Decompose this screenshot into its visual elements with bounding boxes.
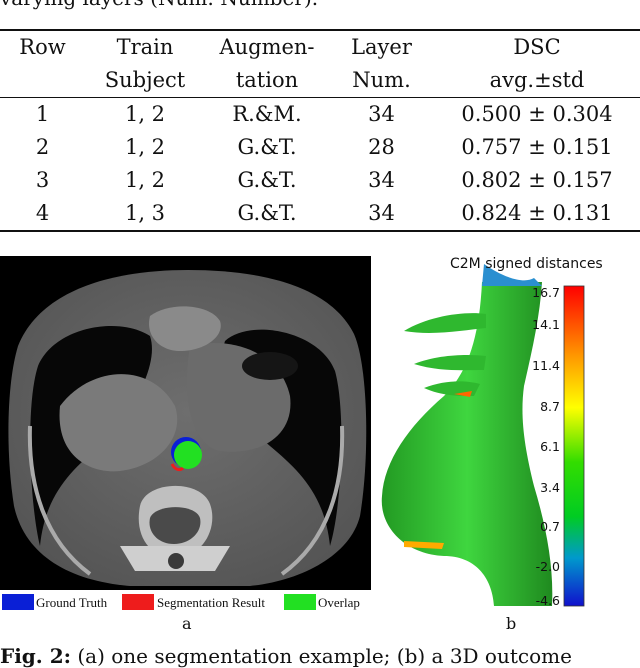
tick-label: -4.6 <box>535 593 560 608</box>
table-row: 4 1, 3 G.&T. 34 0.824 ± 0.131 <box>0 197 640 232</box>
segmentation-legend: Ground Truth Segmentation Result Overlap <box>0 593 371 613</box>
cell: 1, 2 <box>124 135 166 159</box>
cell: G.&T. <box>237 135 297 159</box>
header-row-sub <box>0 64 85 98</box>
cell: 1 <box>35 102 50 126</box>
header-row: Row <box>0 29 85 64</box>
header-dsc: DSC <box>434 29 640 64</box>
header-num: Num. <box>329 64 434 98</box>
cell: 0.500 ± 0.304 <box>461 102 613 126</box>
legend-swatch-ground-truth <box>2 594 34 610</box>
colorbar-title: C2M signed distances <box>450 256 603 272</box>
cell: 0.757 ± 0.151 <box>461 135 613 159</box>
ct-segmentation-image <box>0 256 371 590</box>
table-row: 2 1, 2 G.&T. 28 0.757 ± 0.151 <box>0 131 640 164</box>
aorta-3d-graphic <box>381 264 585 607</box>
header-train: Train <box>85 29 205 64</box>
results-table: Row Train Augmen- Layer DSC Subject tati… <box>0 29 640 232</box>
header-subject: Subject <box>85 64 205 98</box>
cell: 0.802 ± 0.157 <box>461 168 613 192</box>
figure-a-label: a <box>182 614 192 633</box>
header-augmentation: Augmen- <box>205 29 329 64</box>
tick-label: -2.0 <box>535 559 560 574</box>
legend-swatch-overlap <box>284 594 316 610</box>
header-tation: tation <box>205 64 329 98</box>
legend-label-overlap: Overlap <box>318 595 360 610</box>
caption-fig-number: Fig. 2: <box>0 644 72 668</box>
cell: 34 <box>329 197 434 232</box>
cell: 0.824 ± 0.131 <box>434 197 640 232</box>
cell: 3 <box>35 168 50 192</box>
figure-b-label: b <box>506 614 517 633</box>
cell: G.&T. <box>205 197 329 232</box>
tick-label: 8.7 <box>540 399 560 414</box>
legend-label-segmentation: Segmentation Result <box>157 595 265 610</box>
legend-label-ground-truth: Ground Truth <box>36 595 108 610</box>
c2m-distance-figure: C2M signed distances 16.7 14.1 11.4 8.7 … <box>374 256 640 614</box>
cell: 2 <box>35 135 50 159</box>
cell: 1, 3 <box>85 197 205 232</box>
ct-slice-graphic <box>0 256 371 590</box>
figure-caption: Fig. 2: (a) one segmentation example; (b… <box>0 644 572 668</box>
tick-label: 6.1 <box>540 439 560 454</box>
cell: 28 <box>368 135 395 159</box>
table-row: 3 1, 2 G.&T. 34 0.802 ± 0.157 <box>0 164 640 197</box>
cell: 34 <box>368 102 395 126</box>
table-row: 1 1, 2 R.&M. 34 0.500 ± 0.304 <box>0 98 640 132</box>
cell: 4 <box>0 197 85 232</box>
caption-text: (a) one segmentation example; (b) a 3D o… <box>71 644 572 668</box>
cell: G.&T. <box>237 168 297 192</box>
caption-top: varying layers (Num: Number). <box>0 0 318 10</box>
cell: 1, 2 <box>124 102 166 126</box>
tick-label: 11.4 <box>532 358 560 373</box>
header-layer: Layer <box>329 29 434 64</box>
tick-label: 0.7 <box>540 519 560 534</box>
tick-label: 3.4 <box>540 480 560 495</box>
legend-swatch-segmentation <box>122 594 154 610</box>
cell: R.&M. <box>232 102 302 126</box>
tick-label: 14.1 <box>532 317 560 332</box>
tick-label: 16.7 <box>532 285 560 300</box>
cell: 1, 2 <box>124 168 166 192</box>
header-avg-std: avg.±std <box>434 64 640 98</box>
cell: 34 <box>368 168 395 192</box>
